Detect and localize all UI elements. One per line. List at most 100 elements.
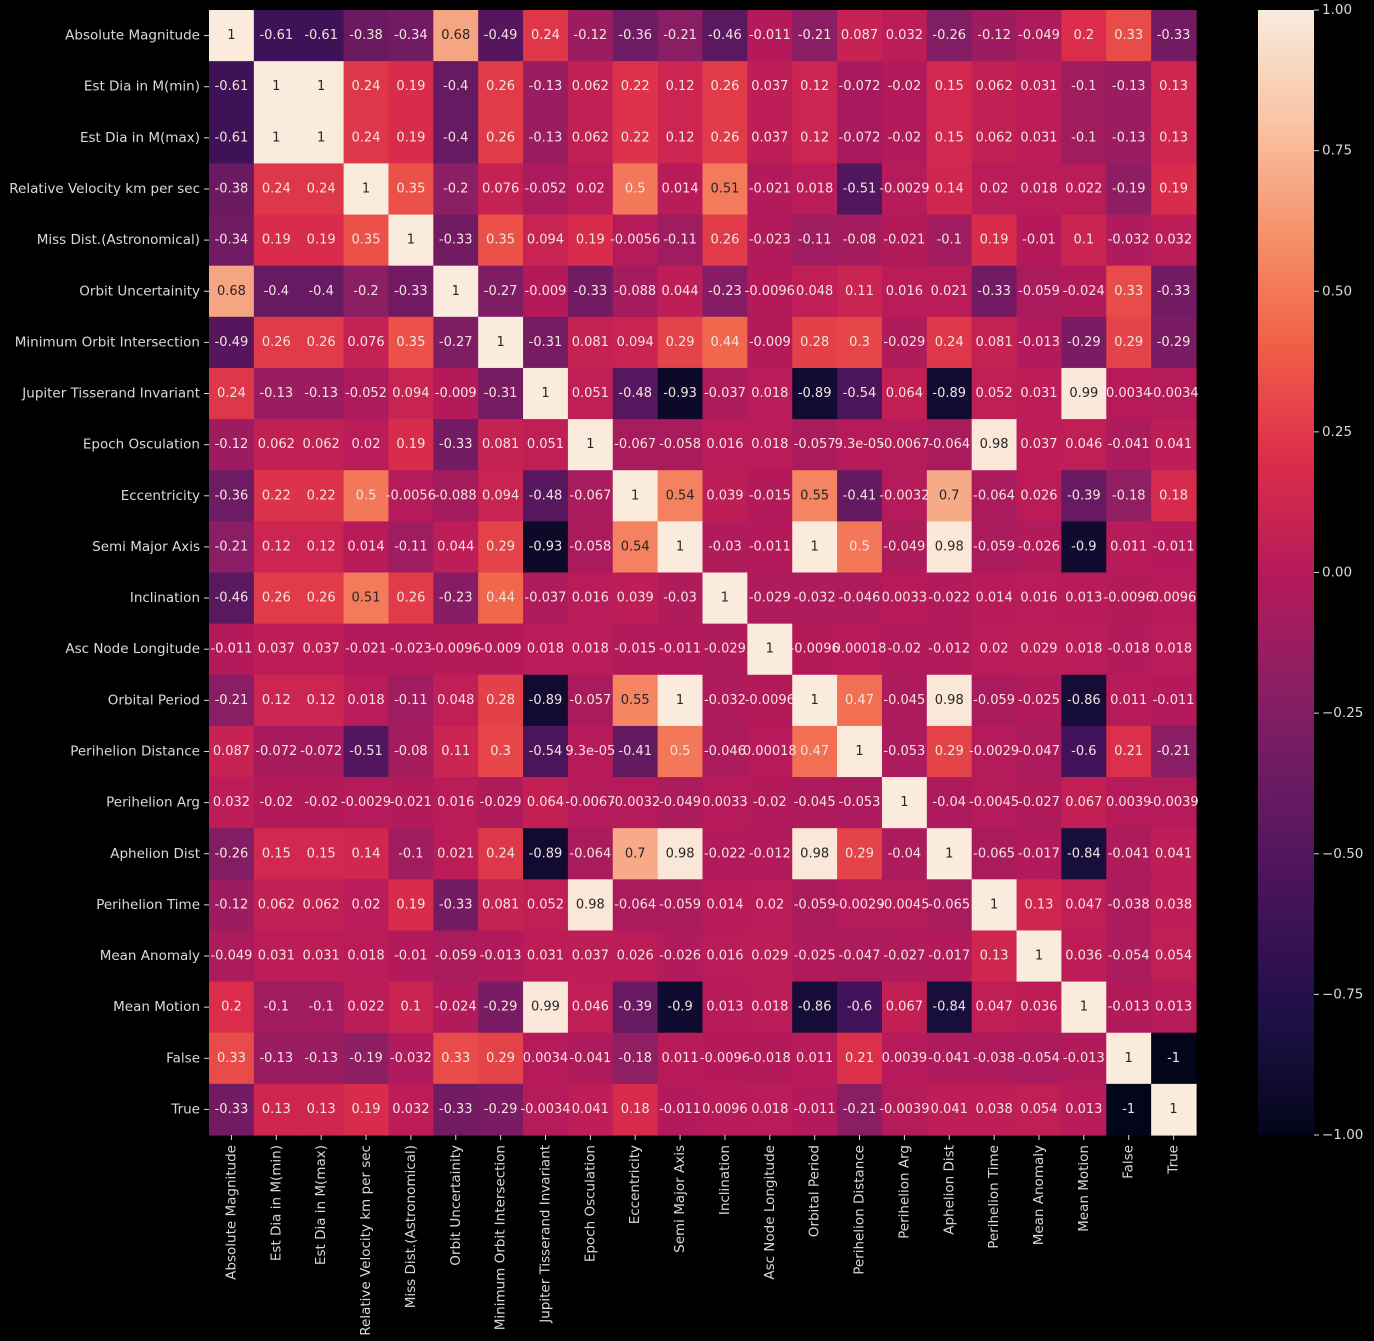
heatmap-cell <box>388 10 434 62</box>
cell-value-label: -0.13 <box>529 79 563 94</box>
cell-value-label: -0.053 <box>883 744 925 759</box>
heatmap-cell <box>926 265 973 318</box>
cell-value-label: -0.029 <box>883 335 925 350</box>
heatmap-cell <box>657 777 704 829</box>
heatmap-cell <box>343 163 390 216</box>
heatmap-cell <box>388 521 434 574</box>
cell-value-label: 0.018 <box>751 1102 788 1117</box>
cell-value-label: -0.33 <box>1157 284 1191 299</box>
cell-value-label: 0.018 <box>796 181 833 196</box>
cell-value-label: 1 <box>407 233 415 248</box>
heatmap-cell <box>612 930 659 983</box>
heatmap-cell <box>971 1032 1018 1085</box>
cell-value-label: -0.059 <box>973 539 1015 554</box>
cell-value-label: -0.33 <box>1157 28 1191 43</box>
heatmap-cell <box>1061 981 1107 1034</box>
cell-value-label: -0.19 <box>1112 181 1146 196</box>
heatmap-cell <box>657 828 704 880</box>
heatmap-cell <box>1106 214 1152 267</box>
heatmap-cell <box>388 725 434 778</box>
cell-value-label: -0.27 <box>439 335 473 350</box>
heatmap-cell <box>747 1032 793 1085</box>
cell-value-label: -0.032 <box>390 1051 432 1066</box>
cell-value-label: -0.029 <box>480 795 522 810</box>
cell-value-label: 0.026 <box>617 949 654 964</box>
cell-value-label: -0.013 <box>1108 1000 1150 1015</box>
cell-value-label: -0.1 <box>264 1000 289 1015</box>
heatmap-cell <box>702 930 748 983</box>
cell-value-label: 1 <box>811 539 819 554</box>
cell-value-label: 0.12 <box>666 130 695 145</box>
cell-value-label: -0.89 <box>529 846 563 861</box>
cell-value-label: -0.1 <box>937 233 962 248</box>
x-tick-label: Perihelion Time <box>986 1145 1002 1249</box>
cell-value-label: -0.0096 <box>745 284 795 299</box>
heatmap-cell <box>881 112 928 165</box>
heatmap-cell <box>837 367 883 420</box>
cell-value-label: -0.029 <box>749 591 791 606</box>
cell-value-label: -0.36 <box>215 488 249 503</box>
cell-value-label: -0.011 <box>210 642 252 657</box>
y-tick-label: Epoch Osculation <box>83 437 200 453</box>
cell-value-label: -0.037 <box>704 386 746 401</box>
cell-value-label: -0.041 <box>1108 437 1150 452</box>
cell-value-label: -0.38 <box>215 181 249 196</box>
cell-value-label: 1 <box>272 130 280 145</box>
cell-value-label: 0.064 <box>527 795 564 810</box>
heatmap-cell <box>253 1032 300 1085</box>
heatmap-cell <box>253 930 300 983</box>
heatmap-cell <box>1061 521 1107 574</box>
cell-value-label: 0.018 <box>347 693 384 708</box>
cell-value-label: 0.19 <box>576 233 605 248</box>
cell-value-label: 1 <box>227 28 235 43</box>
cell-value-label: -0.057 <box>794 437 836 452</box>
cell-value-label: 0.018 <box>1155 642 1192 657</box>
heatmap-cell <box>478 572 524 625</box>
heatmap-cell <box>881 214 928 267</box>
cell-value-label: -0.41 <box>618 744 652 759</box>
cell-value-label: 0.031 <box>258 949 295 964</box>
heatmap-cell <box>971 265 1018 318</box>
heatmap-cell <box>971 214 1018 267</box>
heatmap-cell <box>657 419 704 471</box>
colorbar-tick-label: −0.75 <box>1322 986 1363 1002</box>
cell-value-label: -0.024 <box>435 1000 477 1015</box>
heatmap-cell <box>702 214 748 267</box>
heatmap-cell <box>926 112 973 165</box>
heatmap-cell <box>971 777 1018 829</box>
heatmap-cell <box>612 1032 659 1085</box>
cell-value-label: -0.02 <box>888 642 922 657</box>
heatmap-cell <box>926 419 973 471</box>
heatmap-cell <box>1151 930 1197 983</box>
cell-value-label: -0.1 <box>1071 79 1096 94</box>
cell-value-label: -0.03 <box>708 539 742 554</box>
heatmap-cell <box>433 828 479 880</box>
cell-value-label: 0.067 <box>1065 795 1102 810</box>
heatmap-cell <box>702 521 748 574</box>
cell-value-label: 1 <box>541 386 549 401</box>
cell-value-label: -0.064 <box>928 437 970 452</box>
cell-value-label: -0.0034 <box>520 1102 570 1117</box>
cell-value-label: -0.059 <box>435 949 477 964</box>
heatmap-cell <box>792 214 838 267</box>
cell-value-label: -0.0056 <box>610 233 660 248</box>
heatmap-cell <box>837 981 883 1034</box>
cell-value-label: -0.31 <box>529 335 563 350</box>
heatmap-cell <box>478 674 524 727</box>
cell-value-label: -0.011 <box>794 1102 836 1117</box>
heatmap-cell <box>253 725 300 778</box>
cell-value-label: 0.037 <box>751 130 788 145</box>
heatmap-cell <box>1016 316 1063 369</box>
heatmap-cell <box>343 367 390 420</box>
cell-value-label: 0.0096 <box>1151 591 1197 606</box>
heatmap-cell <box>298 367 345 420</box>
cell-value-label: 0.24 <box>935 335 964 350</box>
cell-value-label: 0.032 <box>213 795 250 810</box>
heatmap-cell <box>253 674 300 727</box>
cell-value-label: 0.19 <box>396 897 425 912</box>
cell-value-label: 0.0039 <box>1106 795 1152 810</box>
heatmap-cell <box>433 521 479 574</box>
heatmap-cell <box>388 367 434 420</box>
colorbar-tick-label: 0.00 <box>1322 565 1352 581</box>
cell-value-label: 0.35 <box>352 233 381 248</box>
